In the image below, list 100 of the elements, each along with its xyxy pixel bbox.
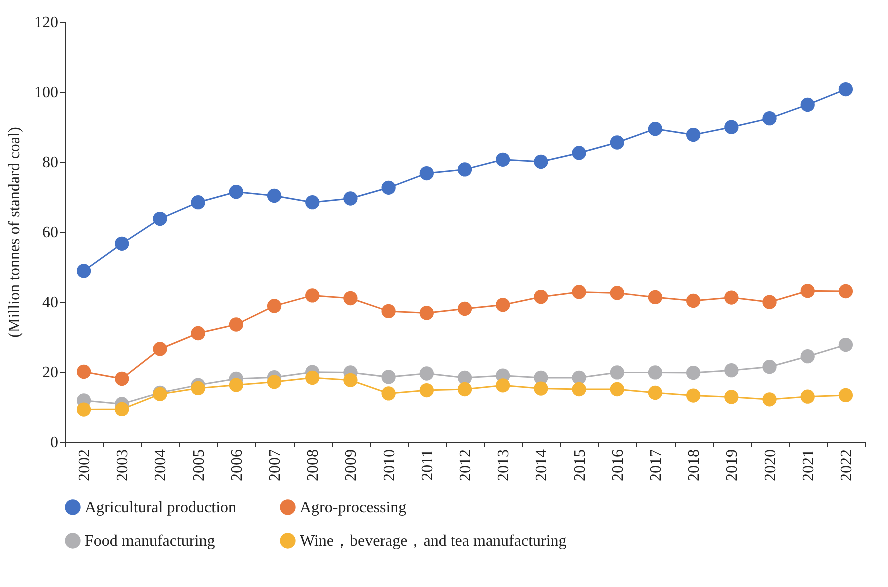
point <box>610 136 624 150</box>
point <box>267 188 282 204</box>
x-tick-label: 2007 <box>267 450 284 482</box>
point <box>724 390 739 404</box>
point <box>762 392 777 407</box>
point <box>762 360 777 374</box>
point <box>572 382 586 397</box>
point <box>686 128 701 142</box>
point <box>648 386 663 400</box>
x-tick-label: 2008 <box>305 450 322 482</box>
point <box>534 154 548 170</box>
point <box>76 402 92 417</box>
point <box>191 326 206 341</box>
point <box>534 382 548 396</box>
point <box>420 166 434 181</box>
point <box>267 299 282 314</box>
x-tick-label: 2012 <box>458 450 474 482</box>
point <box>306 196 320 210</box>
y-tick-label: 0 <box>50 434 58 452</box>
point <box>153 342 168 356</box>
point <box>382 304 396 319</box>
y-tick-label: 20 <box>42 364 58 382</box>
point <box>686 388 701 403</box>
x-tick-label: 2004 <box>152 450 170 482</box>
point <box>610 382 624 397</box>
legend-label: Wine，beverage，and tea manufacturing <box>300 533 567 550</box>
point <box>838 82 854 97</box>
point <box>115 372 130 386</box>
point <box>458 382 472 397</box>
point <box>344 192 358 206</box>
point <box>458 302 472 316</box>
point <box>382 386 396 401</box>
x-tick-label: 2018 <box>686 450 704 482</box>
point <box>610 286 624 300</box>
x-tick-label: 2009 <box>343 450 360 482</box>
y-tick-label: 40 <box>42 294 58 312</box>
y-tick-label: 120 <box>34 14 58 32</box>
x-tick-label: 2002 <box>76 450 94 482</box>
point <box>458 370 472 386</box>
x-tick-label: 2021 <box>800 450 818 482</box>
point <box>115 402 130 417</box>
point <box>382 370 396 384</box>
point <box>306 288 320 303</box>
point <box>420 383 434 398</box>
point <box>724 364 739 378</box>
point <box>420 306 434 320</box>
y-axis-title: (Million tonnes of standard coal) <box>6 127 24 338</box>
point <box>648 122 663 136</box>
point <box>572 285 586 300</box>
point <box>686 294 701 308</box>
point <box>344 291 358 306</box>
point <box>762 295 777 310</box>
x-tick-label: 2022 <box>838 450 856 482</box>
point <box>496 298 510 312</box>
point <box>229 318 244 332</box>
point <box>191 381 206 396</box>
x-tick-label: 2011 <box>419 450 436 481</box>
point <box>762 112 777 126</box>
x-tick-label: 2014 <box>534 450 551 482</box>
point <box>800 390 815 404</box>
x-tick-label: 2010 <box>381 450 398 482</box>
point <box>534 290 548 304</box>
x-tick-label: 2003 <box>114 450 132 482</box>
point <box>800 284 815 298</box>
point <box>496 378 510 393</box>
point <box>191 196 206 210</box>
point <box>420 366 434 381</box>
point <box>572 370 586 386</box>
x-tick-label: 2020 <box>762 450 780 482</box>
x-tick-label: 2013 <box>496 450 513 482</box>
point <box>648 366 663 380</box>
x-tick-label: 2019 <box>724 450 742 482</box>
point <box>838 284 854 299</box>
point <box>610 366 624 380</box>
legend-label: Food manufacturing <box>85 533 216 550</box>
point <box>306 370 320 386</box>
point <box>344 373 358 388</box>
point <box>153 212 168 226</box>
point <box>800 350 815 364</box>
point <box>724 290 739 305</box>
point <box>800 98 815 112</box>
x-tick-label: 2017 <box>648 450 665 482</box>
point <box>496 152 510 167</box>
x-tick-label: 2005 <box>190 450 208 482</box>
point <box>648 290 663 305</box>
x-tick-label: 2016 <box>610 450 627 482</box>
point <box>229 185 244 200</box>
point <box>686 366 701 380</box>
point <box>724 120 739 134</box>
point <box>382 180 396 195</box>
point <box>838 388 854 403</box>
x-tick-label: 2006 <box>228 450 246 482</box>
legend-label: Agro-processing <box>300 499 407 516</box>
point <box>838 338 854 352</box>
legend-label: Agricultural production <box>85 499 237 516</box>
point <box>267 375 282 390</box>
point <box>115 236 130 251</box>
point <box>229 378 244 392</box>
point <box>572 146 586 160</box>
point <box>458 162 472 177</box>
